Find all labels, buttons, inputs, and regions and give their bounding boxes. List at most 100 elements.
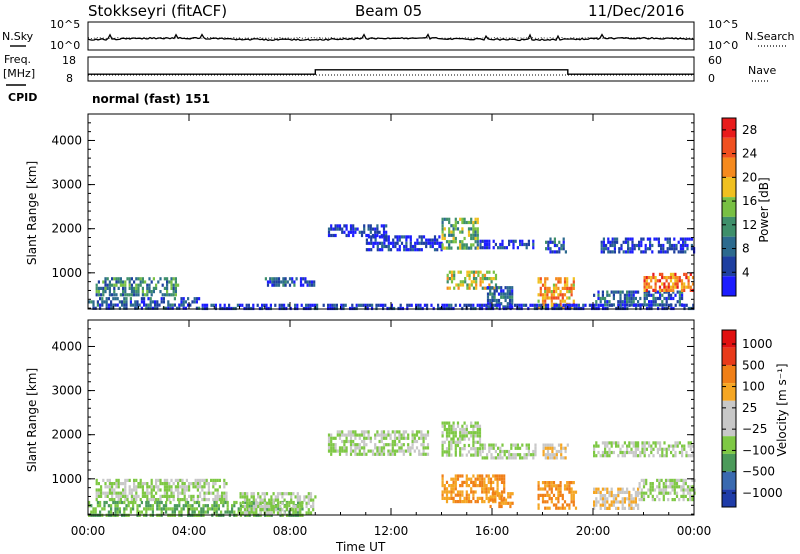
velocity-cell	[687, 441, 690, 445]
power-cell	[566, 286, 569, 290]
power-cell	[475, 270, 478, 274]
power-cell	[493, 295, 496, 299]
power-cell	[620, 247, 623, 251]
velocity-cell	[402, 452, 405, 456]
velocity-cell	[352, 430, 355, 434]
power-cell	[661, 272, 664, 276]
velocity-cell	[312, 501, 315, 505]
velocity-cell	[485, 484, 488, 488]
velocity-cell	[192, 494, 195, 498]
velocity-cell	[637, 506, 640, 510]
power-cell	[430, 303, 433, 307]
velocity-cell	[676, 441, 679, 445]
velocity-cell	[117, 498, 120, 502]
power-cell	[624, 303, 627, 307]
power-cell	[369, 230, 372, 234]
velocity-cell	[500, 477, 504, 481]
power-cell	[101, 300, 104, 304]
velocity-cell	[441, 474, 444, 478]
velocity-cell	[564, 456, 567, 460]
power-cell	[173, 303, 176, 307]
velocity-cell	[465, 424, 468, 428]
power-cell	[474, 220, 477, 225]
velocity-cell	[268, 511, 271, 515]
power-cell	[650, 303, 653, 307]
power-cell	[563, 286, 567, 290]
velocity-cell	[259, 495, 262, 499]
power-cell	[330, 227, 333, 231]
power-cell	[145, 306, 148, 310]
power-cell	[500, 289, 503, 293]
power-cell	[672, 272, 675, 276]
power-cell	[588, 303, 591, 307]
velocity-cell	[661, 447, 664, 451]
velocity-cell	[664, 491, 668, 495]
power-cell	[334, 227, 337, 231]
velocity-cell	[461, 427, 464, 432]
velocity-cell	[420, 430, 423, 434]
velocity-cell	[450, 427, 453, 432]
velocity-cell	[544, 456, 547, 460]
velocity-cell	[667, 444, 670, 448]
velocity-cell	[166, 478, 169, 482]
velocity-cell	[183, 491, 186, 495]
velocity-cell	[139, 482, 142, 486]
velocity-cell	[499, 453, 502, 457]
velocity-cell	[108, 491, 111, 495]
velocity-cell	[492, 446, 495, 450]
velocity-cell	[527, 443, 530, 447]
velocity-cell	[192, 498, 195, 502]
power-cell	[511, 298, 514, 303]
velocity-cell	[181, 488, 184, 492]
power-cell	[612, 296, 615, 301]
velocity-cell	[654, 444, 657, 448]
power-cell	[152, 290, 155, 294]
power-cell	[398, 244, 401, 249]
power-cell	[570, 286, 573, 290]
velocity-cell	[265, 492, 269, 496]
power-cell	[277, 283, 281, 287]
velocity-cell	[272, 498, 275, 502]
power-colorbar-swatch	[722, 236, 736, 257]
velocity-cell	[150, 478, 153, 482]
velocity-cell	[486, 456, 489, 460]
site-title: Stokkseyri (fitACF)	[88, 2, 227, 20]
velocity-cell	[218, 485, 221, 489]
power-cell	[148, 290, 151, 294]
velocity-cell	[270, 501, 273, 505]
velocity-cell	[599, 503, 602, 507]
power-cell	[486, 295, 490, 299]
velocity-cell	[445, 500, 449, 504]
power-cell	[163, 277, 166, 281]
velocity-cell	[489, 498, 492, 502]
power-cell	[508, 239, 511, 243]
power-cell	[470, 227, 473, 231]
velocity-cell	[604, 444, 607, 448]
velocity-cell	[623, 490, 626, 494]
velocity-cell	[548, 484, 551, 488]
velocity-cell	[676, 444, 679, 448]
power-cell	[672, 290, 675, 294]
velocity-cell	[643, 441, 646, 445]
velocity-cell	[568, 487, 571, 491]
power-cell	[488, 283, 491, 287]
power-cell	[382, 227, 386, 231]
velocity-cell	[243, 492, 247, 496]
velocity-cell	[391, 449, 394, 453]
power-cell	[461, 240, 464, 244]
power-cell	[256, 303, 259, 307]
velocity-cell	[426, 446, 430, 450]
power-cell	[476, 227, 479, 231]
velocity-cell	[141, 494, 144, 498]
power-cell	[459, 283, 462, 287]
power-cell	[294, 303, 297, 307]
velocity-cell	[645, 441, 648, 445]
velocity-cell	[678, 485, 681, 489]
velocity-cell	[459, 440, 462, 444]
velocity-cell	[508, 456, 511, 460]
velocity-cell	[452, 421, 455, 425]
velocity-colorbar-swatch	[722, 365, 736, 384]
velocity-cell	[132, 500, 135, 505]
power-cell	[456, 246, 460, 250]
velocity-cell	[172, 482, 175, 486]
